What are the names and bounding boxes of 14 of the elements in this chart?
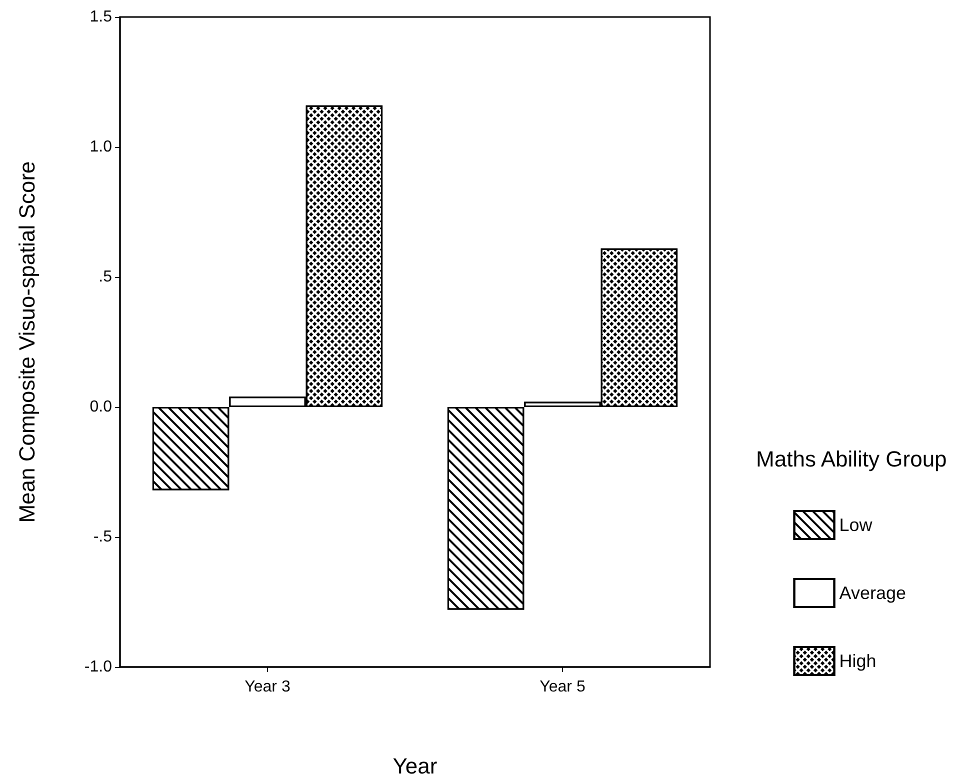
legend-label: High [839, 651, 876, 671]
y-tick-label: -.5 [93, 528, 112, 546]
legend-label: Average [839, 583, 906, 603]
y-tick-label: 1.0 [90, 138, 112, 156]
y-tick-label: .5 [98, 268, 112, 286]
y-tick-label: -1.0 [84, 658, 112, 676]
legend-label: Low [839, 515, 874, 535]
y-tick-label: 1.5 [90, 8, 112, 26]
y-tick-label: 0.0 [90, 398, 112, 416]
x-tick-label: Year 3 [244, 678, 290, 696]
legend-title: Maths Ability Group [756, 446, 947, 472]
x-axis-title: Year [392, 754, 438, 778]
x-tick-label: Year 5 [540, 678, 586, 696]
y-axis-title: Mean Composite Visuo-spatial Score [14, 161, 40, 523]
